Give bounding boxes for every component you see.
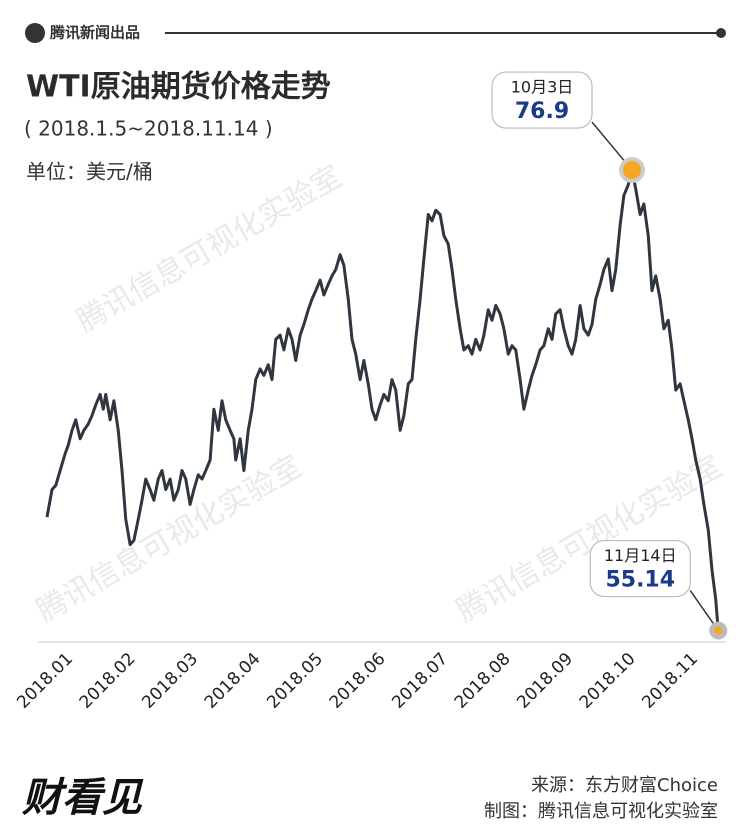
price-line	[45, 168, 720, 631]
chart-title: WTI原油期货价格走势	[26, 70, 331, 105]
callout-value: 55.14	[605, 568, 675, 593]
logo: 财看见	[22, 775, 144, 821]
callout-date: 11月14日	[604, 546, 677, 565]
brand: 腾讯新闻出品	[49, 24, 140, 42]
chart-subtitle: ( 2018.1.5~2018.11.14 )	[24, 117, 273, 141]
highlight-point	[623, 161, 641, 180]
credit: 制图：腾讯信息可视化实验室	[484, 801, 718, 822]
callout-value: 76.9	[515, 99, 569, 124]
brand-icon	[25, 23, 45, 43]
unit-label: 单位：美元/桶	[26, 160, 153, 184]
callout-date: 10月3日	[511, 78, 574, 97]
source: 来源：东方财富Choice	[531, 775, 718, 796]
header-dot	[716, 28, 726, 38]
callout-box	[589, 539, 691, 598]
callout-box	[491, 71, 593, 129]
highlight-point	[714, 626, 723, 635]
